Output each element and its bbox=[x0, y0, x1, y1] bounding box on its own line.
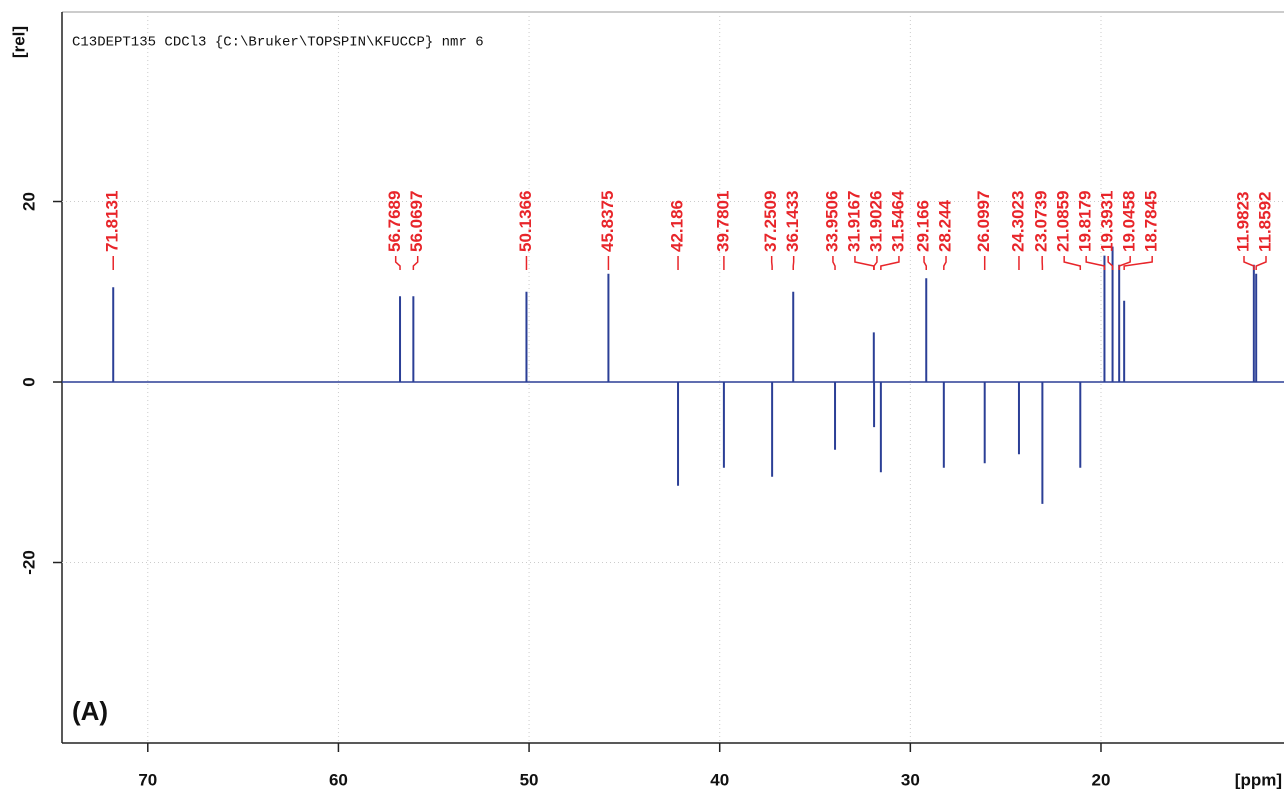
x-tick-label: 30 bbox=[901, 770, 920, 789]
panel-label: (A) bbox=[72, 696, 108, 726]
peak-label: 29.166 bbox=[914, 200, 933, 252]
x-tick-label: 20 bbox=[1092, 770, 1111, 789]
peak-label: 37.2509 bbox=[761, 191, 780, 252]
peak-label: 19.3931 bbox=[1098, 191, 1117, 252]
peak-label: 31.5464 bbox=[888, 190, 907, 252]
peak-label: 71.8131 bbox=[103, 191, 122, 252]
x-tick-label: 40 bbox=[710, 770, 729, 789]
peak-label: 19.8179 bbox=[1076, 191, 1095, 252]
peak-label: 31.9167 bbox=[844, 191, 863, 252]
peak-label: 28.244 bbox=[936, 199, 955, 252]
x-axis-label: [ppm] bbox=[1235, 770, 1282, 789]
peak-label: 50.1366 bbox=[516, 191, 535, 252]
y-tick-label: -20 bbox=[19, 550, 38, 575]
peak-label: 19.0458 bbox=[1120, 191, 1139, 252]
peak-label: 33.9506 bbox=[822, 191, 841, 252]
peak-label: 36.1433 bbox=[783, 191, 802, 252]
peak-label: 18.7845 bbox=[1142, 191, 1161, 252]
peak-label: 11.8592 bbox=[1255, 191, 1274, 252]
peak-label: 56.7689 bbox=[385, 191, 404, 252]
peak-label: 11.9823 bbox=[1233, 191, 1252, 252]
peak-label: 39.7801 bbox=[713, 191, 732, 252]
chart-title: C13DEPT135 CDCl3 {C:\Bruker\TOPSPIN\KFUC… bbox=[72, 35, 484, 51]
x-tick-label: 60 bbox=[329, 770, 348, 789]
y-tick-label: 20 bbox=[19, 192, 38, 211]
peak-label: 56.0697 bbox=[407, 191, 426, 252]
peak-label: 23.0739 bbox=[1032, 191, 1051, 252]
peak-label: 26.0997 bbox=[974, 191, 993, 252]
y-axis-label: [rel] bbox=[9, 26, 28, 58]
x-tick-label: 50 bbox=[520, 770, 539, 789]
peak-label: 31.9026 bbox=[866, 191, 885, 252]
peak-label: 21.0859 bbox=[1054, 191, 1073, 252]
peak-label: 42.186 bbox=[668, 200, 687, 252]
x-tick-label: 70 bbox=[138, 770, 157, 789]
y-tick-label: 0 bbox=[19, 377, 38, 386]
peak-label: 45.8375 bbox=[598, 191, 617, 252]
peak-label: 24.3023 bbox=[1008, 191, 1027, 252]
